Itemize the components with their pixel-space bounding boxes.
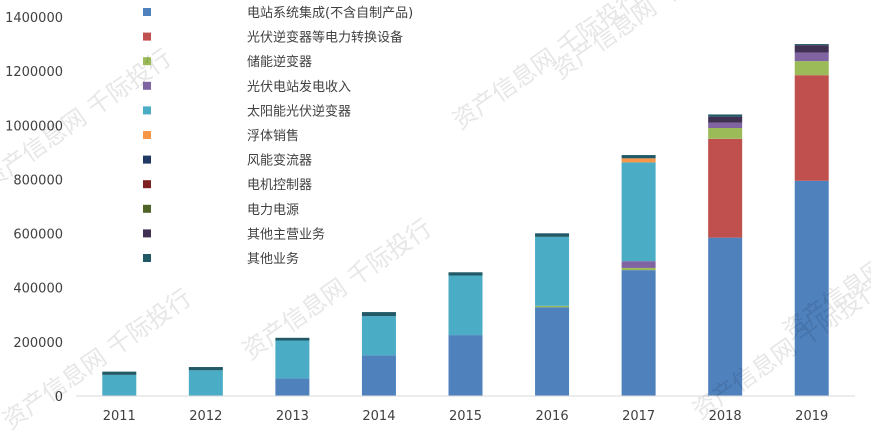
legend-item: 其他主营业务: [143, 226, 325, 242]
bar-segment: [621, 261, 656, 268]
y-tick-label: 1000000: [5, 119, 63, 134]
legend-swatch: [143, 106, 151, 115]
bar-segment: [794, 44, 829, 46]
x-tick-label: 2012: [189, 409, 222, 424]
x-tick-label: 2013: [276, 409, 309, 424]
y-tick-label: 1400000: [5, 11, 63, 26]
bar-segment: [188, 367, 223, 371]
legend-label: 光伏电站发电收入: [247, 79, 351, 95]
bar-segment: [275, 340, 310, 379]
legend-swatch: [143, 131, 151, 139]
bar-segment: [708, 114, 743, 117]
y-tick-label: 1200000: [5, 65, 63, 80]
legend-item: 电站系统集成(不含自制产品): [143, 5, 413, 21]
bar-segment: [621, 270, 656, 396]
bar-segment: [275, 337, 310, 341]
legend-swatch: [143, 8, 151, 16]
legend-swatch: [143, 57, 151, 66]
y-tick-label: 800000: [13, 173, 63, 188]
bar-segment: [708, 138, 743, 238]
bar-segment: [448, 335, 483, 396]
bar-segment: [361, 312, 396, 317]
bar-segment: [794, 75, 829, 181]
y-axis: 0 200000 400000 600000 800000 1000000 1200000 1…: [5, 11, 63, 405]
legend-swatch: [143, 155, 151, 164]
legend-item: 光伏电站发电收入: [143, 79, 351, 95]
bar-segment: [794, 61, 829, 76]
legend-label: 风能变流器: [247, 153, 312, 169]
y-tick-label: 0: [55, 390, 63, 405]
legend-item: 其他业务: [143, 251, 299, 267]
watermark-text: 资产信息网 千际投行: [0, 284, 197, 435]
legend-label: 电机控制器: [247, 178, 312, 193]
bar-segment: [535, 236, 570, 306]
y-tick-label: 200000: [13, 336, 63, 351]
legend-label: 电站系统集成(不含自制产品): [247, 5, 413, 21]
bar-segment: [708, 237, 743, 396]
legend-item: 电力电源: [143, 203, 299, 218]
bar-segment: [188, 370, 223, 396]
bar-segment: [708, 122, 743, 128]
legend-item: 电机控制器: [143, 178, 312, 193]
x-tick-label: 2016: [536, 409, 569, 424]
watermark-text: 资产信息网 千际投行: [547, 0, 746, 85]
legend-swatch: [143, 254, 151, 262]
x-tick-label: 2017: [622, 409, 655, 424]
legend-label: 其他业务: [247, 251, 299, 267]
bar-segment: [621, 155, 656, 159]
legend-swatch: [143, 180, 151, 189]
bar-segment: [621, 162, 656, 262]
x-tick-label: 2015: [449, 409, 482, 424]
bar-segment: [535, 307, 570, 396]
legend-label: 储能逆变器: [247, 54, 312, 70]
bar-segment: [448, 272, 483, 276]
bar-segment: [102, 371, 137, 375]
bar-segment: [794, 45, 829, 53]
legend-label: 电力电源: [247, 203, 299, 218]
bar-segment: [794, 180, 829, 396]
legend-item: 光伏逆变器等电力转换设备: [143, 30, 403, 46]
bar-segment: [708, 116, 743, 123]
legend-item: 太阳能光伏逆变器: [143, 103, 351, 119]
y-tick-label: 600000: [13, 228, 63, 243]
legend-swatch: [143, 204, 151, 213]
legend-item: 浮体销售: [143, 128, 299, 144]
y-tick-label: 400000: [13, 282, 63, 297]
bar-segment: [448, 275, 483, 336]
bar-segment: [708, 127, 743, 139]
bar-segment: [535, 233, 570, 237]
x-tick-label: 2019: [795, 409, 828, 424]
legend-item: 储能逆变器: [143, 54, 312, 70]
legend-label: 其他主营业务: [247, 226, 325, 242]
x-tick-label: 2014: [362, 409, 395, 424]
bars: [102, 44, 829, 396]
bar-segment: [621, 158, 656, 163]
x-tick-label: 2018: [709, 409, 742, 424]
x-axis: 2011 2012 2013 2014 2015 2016 2017 2018 2019: [76, 395, 855, 424]
x-tick-label: 2011: [103, 409, 136, 424]
bar-segment: [102, 374, 137, 396]
bar-segment: [794, 52, 829, 62]
bar-segment: [621, 267, 656, 271]
bar-segment: [535, 305, 570, 308]
legend: 电站系统集成(不含自制产品) 光伏逆变器等电力转换设备储能逆变器光伏电站发电收入太…: [143, 5, 413, 267]
bar-segment: [361, 355, 396, 396]
legend-label: 浮体销售: [247, 128, 299, 144]
legend-swatch: [143, 32, 151, 41]
legend-item: 风能变流器: [143, 153, 312, 169]
legend-label: 太阳能光伏逆变器: [247, 103, 351, 119]
legend-label: 光伏逆变器等电力转换设备: [247, 30, 403, 46]
bar-segment: [275, 378, 310, 396]
legend-swatch: [143, 229, 151, 238]
legend-swatch: [143, 81, 151, 90]
bar-segment: [361, 316, 396, 356]
